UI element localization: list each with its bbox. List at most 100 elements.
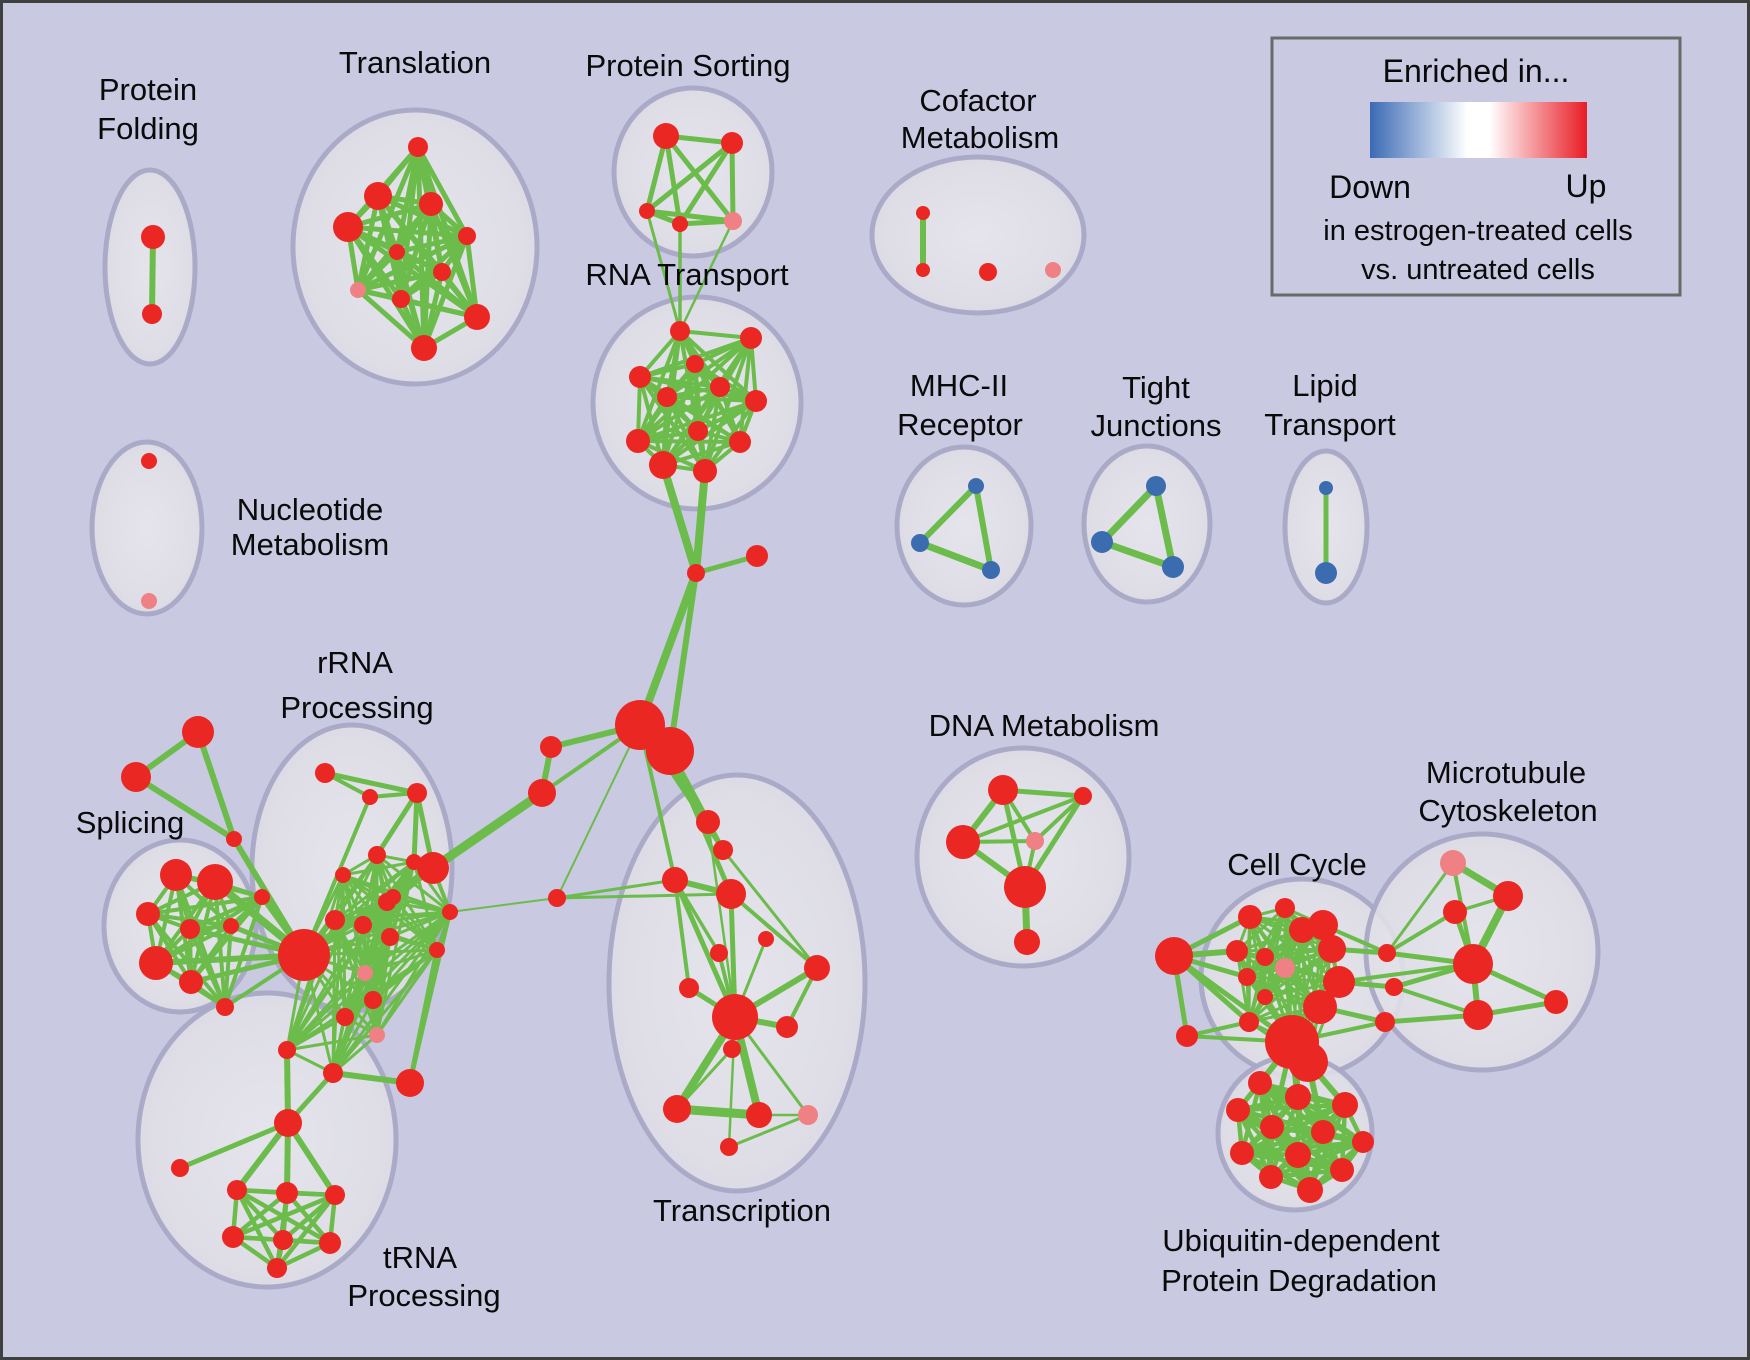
node-tj2[interactable]: [1091, 531, 1113, 553]
node-sp4[interactable]: [180, 919, 200, 939]
node-sp8[interactable]: [254, 889, 270, 905]
node-ub7[interactable]: [1352, 1131, 1374, 1153]
node-tni[interactable]: [171, 1159, 189, 1177]
node-tc12[interactable]: [663, 1095, 691, 1123]
node-ub5[interactable]: [1260, 1115, 1284, 1139]
node-cf3[interactable]: [979, 263, 997, 281]
node-rt2[interactable]: [740, 327, 762, 349]
node-tj3[interactable]: [1162, 556, 1184, 578]
node-tn3[interactable]: [325, 1185, 345, 1205]
node-ub6[interactable]: [1311, 1120, 1335, 1144]
node-tr8[interactable]: [350, 282, 366, 298]
node-rr2[interactable]: [354, 916, 372, 934]
node-cc9[interactable]: [1239, 1012, 1259, 1032]
node-rr12[interactable]: [278, 1041, 296, 1059]
node-tc5[interactable]: [710, 944, 728, 962]
node-rr1[interactable]: [325, 910, 345, 930]
node-tn5[interactable]: [273, 1230, 293, 1250]
node-lt1[interactable]: [1319, 481, 1333, 495]
node-cc3[interactable]: [1238, 905, 1262, 929]
node-mh3[interactable]: [982, 561, 1000, 579]
node-rt1[interactable]: [670, 321, 690, 341]
node-st1[interactable]: [182, 716, 214, 748]
node-rrt1[interactable]: [315, 763, 335, 783]
node-cc12[interactable]: [1318, 935, 1346, 963]
node-cb1[interactable]: [1378, 944, 1396, 962]
node-sp1[interactable]: [160, 859, 192, 891]
node-rrt2[interactable]: [362, 789, 378, 805]
node-mt2[interactable]: [1443, 900, 1467, 924]
node-rt3[interactable]: [686, 355, 704, 373]
node-cb3[interactable]: [1375, 1012, 1395, 1032]
node-rr10[interactable]: [369, 1027, 385, 1043]
node-nm1[interactable]: [141, 453, 157, 469]
node-tc8[interactable]: [679, 978, 699, 998]
node-rr15[interactable]: [429, 942, 445, 958]
node-rt5[interactable]: [657, 387, 677, 407]
node-mt1[interactable]: [1493, 881, 1523, 911]
node-ub9[interactable]: [1285, 1142, 1311, 1168]
node-mh1[interactable]: [968, 478, 984, 494]
node-rt12[interactable]: [693, 459, 717, 483]
node-ps2[interactable]: [721, 132, 743, 154]
node-sp9[interactable]: [216, 998, 234, 1016]
node-pf1[interactable]: [141, 225, 165, 249]
node-tn1[interactable]: [227, 1180, 247, 1200]
node-ch6[interactable]: [548, 889, 566, 907]
node-tc9[interactable]: [712, 994, 758, 1040]
node-tc13[interactable]: [746, 1102, 772, 1128]
node-cf4[interactable]: [1045, 262, 1061, 278]
node-ps1[interactable]: [653, 123, 679, 149]
node-st3[interactable]: [226, 831, 242, 847]
node-rr16[interactable]: [442, 904, 458, 920]
node-mt4[interactable]: [1453, 944, 1493, 984]
node-dm6[interactable]: [1014, 929, 1040, 955]
node-lt2[interactable]: [1315, 562, 1337, 584]
node-rr7[interactable]: [385, 889, 401, 905]
node-tc6[interactable]: [758, 931, 774, 947]
node-ub4[interactable]: [1332, 1092, 1358, 1118]
node-ub10[interactable]: [1259, 1165, 1283, 1189]
node-tr1[interactable]: [408, 137, 428, 157]
node-tc10[interactable]: [776, 1016, 798, 1038]
node-tr11[interactable]: [411, 335, 437, 361]
node-tc14[interactable]: [798, 1105, 818, 1125]
node-rr8[interactable]: [357, 965, 373, 981]
node-tr7[interactable]: [433, 263, 451, 281]
node-sp2[interactable]: [197, 864, 233, 900]
node-tr2[interactable]: [364, 182, 392, 210]
node-tn2[interactable]: [276, 1182, 298, 1204]
node-rt7[interactable]: [745, 390, 767, 412]
node-ub2[interactable]: [1285, 1084, 1311, 1110]
node-ch5[interactable]: [417, 852, 449, 884]
node-cc8[interactable]: [1257, 989, 1273, 1005]
node-nm2[interactable]: [141, 593, 157, 609]
node-ub12[interactable]: [1297, 1177, 1323, 1203]
node-ub3[interactable]: [1226, 1098, 1250, 1122]
node-rt10[interactable]: [729, 431, 751, 453]
node-mt5[interactable]: [1463, 1000, 1493, 1030]
node-ch4[interactable]: [528, 779, 556, 807]
node-tr6[interactable]: [389, 244, 405, 260]
node-rr11[interactable]: [336, 1008, 354, 1026]
node-tc1[interactable]: [696, 810, 720, 834]
node-rt9[interactable]: [626, 429, 650, 453]
node-rrt3[interactable]: [407, 783, 427, 803]
node-sp6[interactable]: [139, 946, 173, 980]
node-tr5[interactable]: [458, 227, 476, 245]
node-st2[interactable]: [121, 762, 151, 792]
node-ccp[interactable]: [1275, 958, 1295, 978]
node-tc3[interactable]: [662, 867, 688, 893]
node-cc5[interactable]: [1226, 940, 1248, 962]
node-cc6[interactable]: [1256, 948, 1274, 966]
node-tr10[interactable]: [464, 304, 490, 330]
node-tc4[interactable]: [716, 879, 746, 909]
node-cc2[interactable]: [1176, 1025, 1198, 1047]
node-cch2[interactable]: [1288, 1042, 1328, 1082]
node-mtp[interactable]: [1440, 850, 1466, 876]
node-dm4[interactable]: [1026, 832, 1044, 850]
node-ps4[interactable]: [672, 216, 688, 232]
node-mt6[interactable]: [1544, 990, 1568, 1014]
node-rr6[interactable]: [335, 867, 351, 883]
node-cf1[interactable]: [916, 206, 930, 220]
